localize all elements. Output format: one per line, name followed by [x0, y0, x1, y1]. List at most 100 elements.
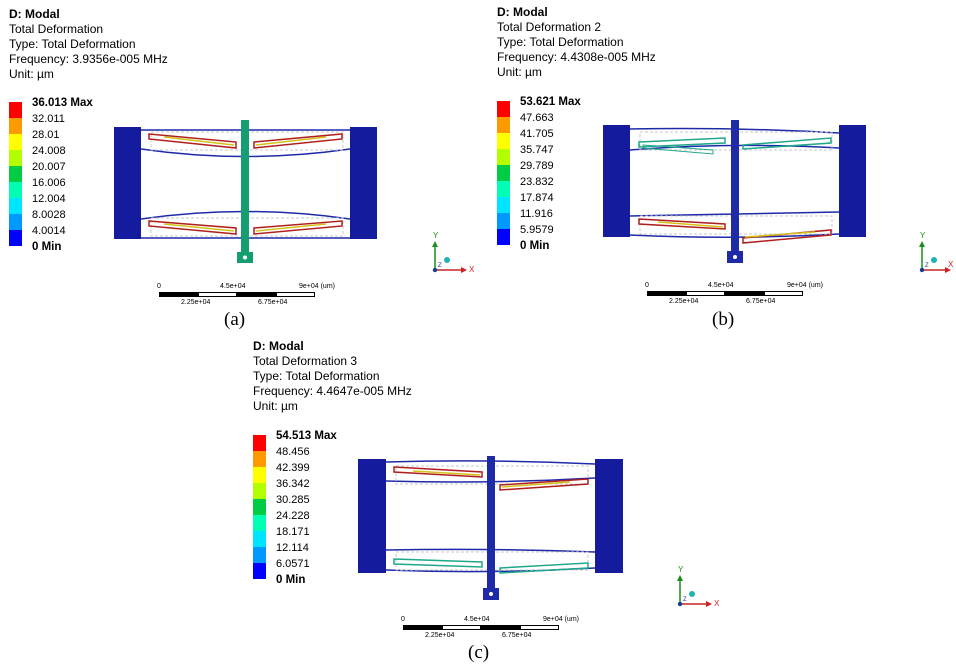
legend-swatch: [9, 230, 22, 246]
axis-y-label: Y: [920, 231, 926, 240]
legend-label: 47.663: [520, 112, 554, 124]
legend-label: 12.004: [32, 193, 66, 205]
legend-label: 23.832: [520, 176, 554, 188]
beam-deformed: [253, 133, 343, 149]
legend-swatch: [497, 165, 510, 181]
panel-c-header: D: Modal Total Deformation 3 Type: Total…: [253, 339, 412, 414]
legend-swatch: [253, 451, 266, 467]
legend-swatch: [497, 213, 510, 229]
scale-segment: [276, 292, 315, 297]
axis-triad: Y X Z: [670, 564, 722, 612]
axis-triad: Y X Z: [912, 230, 956, 278]
frequency: Frequency: 4.4308e-005 MHz: [497, 50, 656, 64]
beam-deformed: [393, 558, 483, 568]
analysis-title: D: Modal: [253, 339, 304, 353]
panel-a-header: D: Modal Total Deformation Type: Total D…: [9, 7, 168, 82]
legend-label: 28.01: [32, 129, 60, 141]
legend-label: 41.705: [520, 128, 554, 140]
axis-z-label: Z: [683, 597, 687, 603]
legend-swatch: [9, 118, 22, 134]
result-name: Total Deformation 2: [497, 20, 602, 34]
legend-label: 29.789: [520, 160, 554, 172]
unit: Unit: µm: [253, 399, 298, 413]
legend-min: 0 Min: [32, 241, 62, 253]
beam-gradient: [255, 223, 327, 232]
beam-gradient: [501, 481, 571, 488]
scale-segment: [647, 291, 686, 296]
scale-segment: [725, 291, 764, 296]
legend-label: 48.456: [276, 446, 310, 458]
scale-segment: [764, 291, 803, 296]
axis-x-label: X: [948, 260, 954, 269]
panel-a: D: Modal Total Deformation Type: Total D…: [0, 0, 478, 332]
legend-swatch: [253, 483, 266, 499]
beam-deformed: [742, 137, 832, 150]
result-type: Type: Total Deformation: [253, 369, 380, 383]
unit: Unit: µm: [497, 65, 542, 79]
legend-max: 53.621 Max: [520, 96, 581, 108]
legend-swatch: [497, 101, 510, 117]
color-legend: 36.013 Max 32.011 28.01 24.008 20.007 16…: [9, 97, 99, 254]
triad-icon: [919, 241, 951, 273]
scale-segment: [442, 625, 481, 630]
left-anchor: [603, 125, 630, 237]
legend-swatch: [253, 499, 266, 515]
center-stem: [241, 120, 249, 252]
legend-label: 36.342: [276, 478, 310, 490]
panel-b: D: Modal Total Deformation 2 Type: Total…: [488, 0, 956, 332]
axis-y-label: Y: [433, 231, 439, 240]
right-anchor: [350, 127, 377, 239]
legend-label: 42.399: [276, 462, 310, 474]
scale-label: 0: [157, 283, 161, 290]
scale-segment: [159, 292, 198, 297]
legend-swatch: [497, 181, 510, 197]
legend-swatch: [497, 229, 510, 245]
scale-label: 0: [645, 282, 649, 289]
unit: Unit: µm: [9, 67, 54, 81]
beam-gradient: [657, 221, 724, 228]
result-type: Type: Total Deformation: [497, 35, 624, 49]
legend-swatch: [9, 134, 22, 150]
scale-label: 9e+04 (um): [543, 616, 579, 623]
beam-deformed: [253, 220, 343, 235]
stem-pad-hole: [243, 255, 247, 260]
caption: (c): [468, 642, 490, 663]
center-stem: [487, 456, 495, 588]
scale-segment: [403, 625, 442, 630]
legend-label: 20.007: [32, 161, 66, 173]
legend-label: 16.006: [32, 177, 66, 189]
color-legend: 53.621 Max 47.663 41.705 35.747 29.789 2…: [497, 96, 587, 253]
legend-swatch: [253, 547, 266, 563]
left-anchor: [114, 127, 141, 239]
legend-swatch: [9, 150, 22, 166]
left-anchor: [358, 459, 386, 573]
scale-segment: [481, 625, 520, 630]
scale-label: 4.5e+04: [220, 283, 246, 290]
scale-segment: [686, 291, 725, 296]
legend-swatch: [9, 198, 22, 214]
result-type: Type: Total Deformation: [9, 37, 136, 51]
legend-swatch: [9, 166, 22, 182]
legend-min: 0 Min: [276, 574, 306, 586]
legend-min: 0 Min: [520, 240, 550, 252]
scale-label: 4.5e+04: [464, 616, 490, 623]
beam-deformed: [638, 218, 726, 230]
beam-deformed: [499, 478, 589, 491]
legend-swatch: [497, 117, 510, 133]
beam-gradient: [255, 136, 327, 146]
axis-triad: Y X Z: [425, 232, 477, 280]
frequency: Frequency: 4.4647e-005 MHz: [253, 384, 412, 398]
legend-label: 17.874: [520, 192, 554, 204]
legend-swatch: [253, 563, 266, 579]
frequency: Frequency: 3.9356e-005 MHz: [9, 52, 168, 66]
result-name: Total Deformation 3: [253, 354, 358, 368]
legend-swatch: [9, 102, 22, 118]
beam-deformed: [642, 144, 714, 155]
legend-label: 35.747: [520, 144, 554, 156]
legend-label: 4.0014: [32, 225, 66, 237]
legend-label: 30.285: [276, 494, 310, 506]
beam-deformed: [393, 466, 483, 478]
legend-max: 36.013 Max: [32, 97, 93, 109]
legend-label: 32.011: [32, 113, 65, 125]
legend-label: 24.228: [276, 510, 310, 522]
